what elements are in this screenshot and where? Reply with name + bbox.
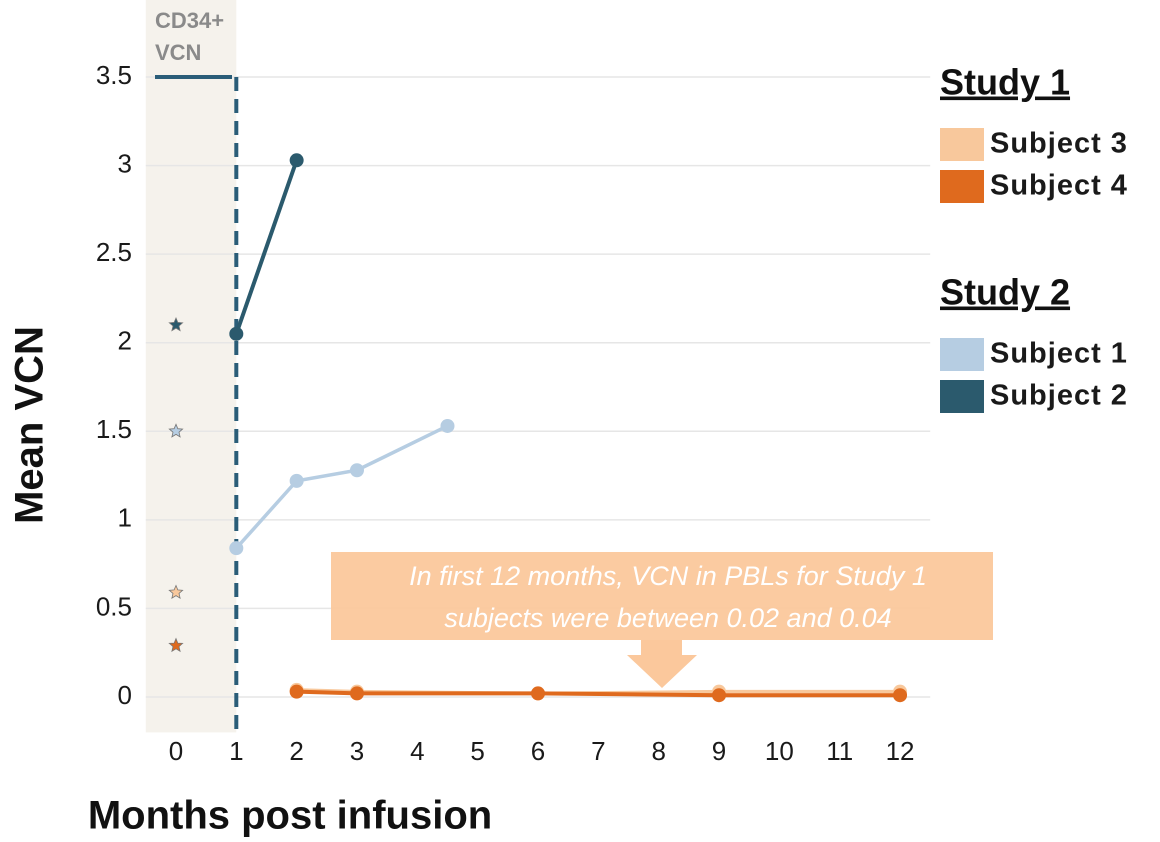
y-tick-label: 2.5 <box>96 237 132 267</box>
series-line <box>234 159 299 335</box>
data-point <box>289 153 304 168</box>
annotation-text: In first 12 months, VCN in PBLs for Stud… <box>409 561 927 591</box>
x-tick-label: 12 <box>886 736 915 766</box>
legend-title: Study 1 <box>940 62 1070 103</box>
legend-swatch <box>940 170 984 203</box>
cd34-star <box>168 423 184 438</box>
x-tick-label: 2 <box>289 736 303 766</box>
x-tick-label: 10 <box>765 736 794 766</box>
y-tick-label: 0.5 <box>96 591 132 621</box>
cd34-label: VCN <box>155 40 201 65</box>
legend-label: Subject 4 <box>990 170 1128 202</box>
data-point <box>289 473 304 488</box>
cd34-star <box>168 637 184 653</box>
y-axis-label: Mean VCN <box>8 326 52 524</box>
legend-swatch <box>940 338 984 371</box>
legend-label: Subject 3 <box>990 128 1128 160</box>
y-tick-label: 3 <box>118 148 132 178</box>
legend-swatch <box>940 128 984 161</box>
x-tick-label: 9 <box>712 736 726 766</box>
x-tick-label: 6 <box>531 736 545 766</box>
legend-label: Subject 2 <box>990 380 1128 412</box>
data-point <box>531 686 545 701</box>
annotation-text: subjects were between 0.02 and 0.04 <box>444 603 891 633</box>
x-tick-label: 8 <box>651 736 665 766</box>
legend-title: Study 2 <box>940 272 1070 313</box>
data-point <box>712 688 727 703</box>
data-point <box>289 684 304 699</box>
x-tick-label: 3 <box>350 736 364 766</box>
x-axis-label: Months post infusion <box>88 794 492 838</box>
x-tick-label: 7 <box>591 736 605 766</box>
background <box>145 0 931 733</box>
data-point <box>440 418 455 433</box>
x-tick-label: 11 <box>826 736 853 766</box>
y-tick-label: 0 <box>118 680 132 710</box>
y-tick-label: 1.5 <box>96 414 132 444</box>
legend-label: Subject 1 <box>990 338 1128 370</box>
annotation-box <box>331 552 993 640</box>
series-line <box>235 424 449 550</box>
data-point <box>229 326 244 341</box>
x-tick-label: 5 <box>470 736 484 766</box>
cd34-star <box>168 316 184 332</box>
data-point <box>229 541 244 556</box>
y-tick-label: 1 <box>118 503 132 533</box>
cd34-star <box>168 584 184 599</box>
shaded-region <box>145 0 237 733</box>
data-point <box>349 686 364 701</box>
data-point <box>893 688 908 703</box>
cd34-label: CD34+ <box>155 8 224 33</box>
x-tick-label: 4 <box>410 736 424 766</box>
x-tick-label: 0 <box>169 736 183 766</box>
annotation-arrow <box>627 640 697 688</box>
y-tick-label: 2 <box>118 326 132 356</box>
data-point <box>349 463 364 478</box>
y-tick-label: 3.5 <box>96 60 132 90</box>
legend-swatch <box>940 380 984 413</box>
x-tick-label: 1 <box>229 736 243 766</box>
